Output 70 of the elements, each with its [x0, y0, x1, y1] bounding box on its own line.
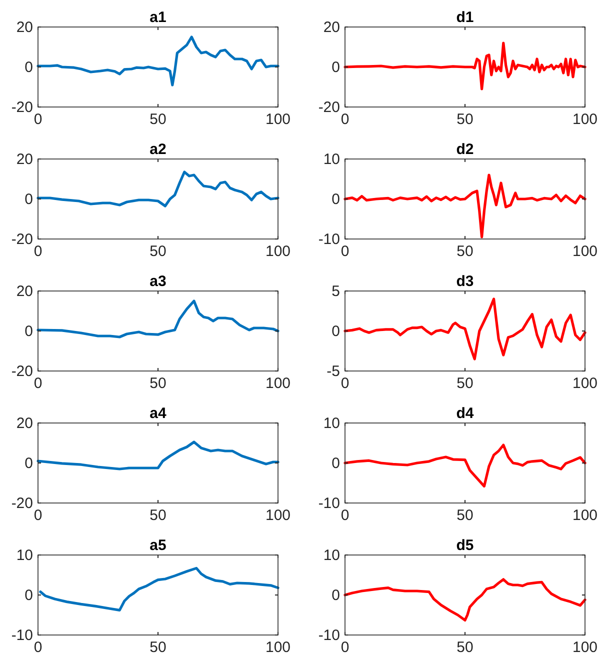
y-tick-label: 10: [323, 151, 340, 168]
line-series: [344, 174, 586, 238]
chart-title: a5: [150, 537, 166, 554]
y-tick-label: -20: [318, 99, 340, 116]
y-tick-label: 0: [24, 59, 33, 76]
chart-title: d4: [456, 405, 474, 422]
y-tick-label: 20: [16, 283, 33, 300]
y-tick-label: -10: [318, 495, 340, 512]
line-series: [344, 298, 586, 360]
y-tick-label: 20: [16, 151, 33, 168]
chart-title: a3: [150, 273, 166, 290]
y-tick-label: -10: [318, 627, 340, 644]
y-tick-label: -10: [11, 627, 33, 644]
x-tick-label: 50: [150, 111, 166, 128]
y-tick-label: 0: [24, 587, 33, 604]
x-tick-label: 100: [572, 243, 598, 260]
x-tick-label: 100: [572, 111, 598, 128]
x-tick-label: 50: [150, 639, 166, 656]
x-tick-label: 100: [572, 507, 598, 524]
x-tick-label: 50: [456, 111, 474, 128]
y-tick-label: -10: [318, 231, 340, 248]
line-series: [36, 300, 280, 338]
line-series: [39, 566, 280, 612]
y-tick-label: -20: [11, 495, 33, 512]
y-tick-label: 0: [332, 59, 340, 76]
y-tick-label: 10: [323, 547, 340, 564]
y-tick-label: 0: [332, 191, 340, 208]
x-tick-label: 100: [572, 639, 598, 656]
x-tick-label: 100: [265, 639, 291, 656]
line-series: [36, 440, 280, 470]
chart-title: a2: [150, 141, 166, 158]
y-tick-label: -20: [11, 231, 33, 248]
line-series: [36, 36, 280, 86]
y-tick-label: -5: [326, 363, 340, 380]
x-tick-label: 50: [150, 507, 166, 524]
y-tick-label: 20: [16, 19, 33, 36]
chart-title: a1: [150, 9, 166, 26]
line-series: [36, 170, 280, 208]
x-tick-label: 50: [456, 243, 474, 260]
x-tick-label: 100: [265, 111, 291, 128]
y-tick-label: 0: [24, 191, 33, 208]
y-tick-label: 0: [332, 323, 340, 340]
chart-title: d2: [456, 141, 474, 158]
y-tick-label: 0: [24, 323, 33, 340]
x-tick-label: 100: [265, 243, 291, 260]
line-series: [344, 444, 586, 488]
chart-title: a4: [150, 405, 167, 422]
x-tick-label: 100: [572, 375, 598, 392]
y-tick-label: 10: [323, 415, 340, 432]
y-tick-label: 0: [332, 587, 340, 604]
chart-title: d5: [456, 537, 474, 554]
chart-title: d1: [456, 9, 474, 26]
x-tick-label: 50: [456, 507, 474, 524]
x-tick-label: 50: [456, 639, 474, 656]
y-tick-label: 20: [16, 415, 33, 432]
y-tick-label: 0: [332, 455, 340, 472]
chart-title: d3: [456, 273, 474, 290]
x-tick-label: 50: [150, 243, 166, 260]
y-tick-label: -20: [11, 99, 33, 116]
y-tick-label: 0: [24, 455, 33, 472]
x-tick-label: 50: [456, 375, 474, 392]
x-tick-label: 100: [265, 375, 291, 392]
line-series: [344, 578, 586, 622]
y-tick-label: 20: [323, 19, 340, 36]
x-tick-label: 50: [150, 375, 166, 392]
line-series: [344, 42, 586, 90]
x-tick-label: 100: [265, 507, 291, 524]
y-tick-label: 5: [332, 283, 340, 300]
y-tick-label: -20: [11, 363, 33, 380]
y-tick-label: 10: [16, 547, 33, 564]
